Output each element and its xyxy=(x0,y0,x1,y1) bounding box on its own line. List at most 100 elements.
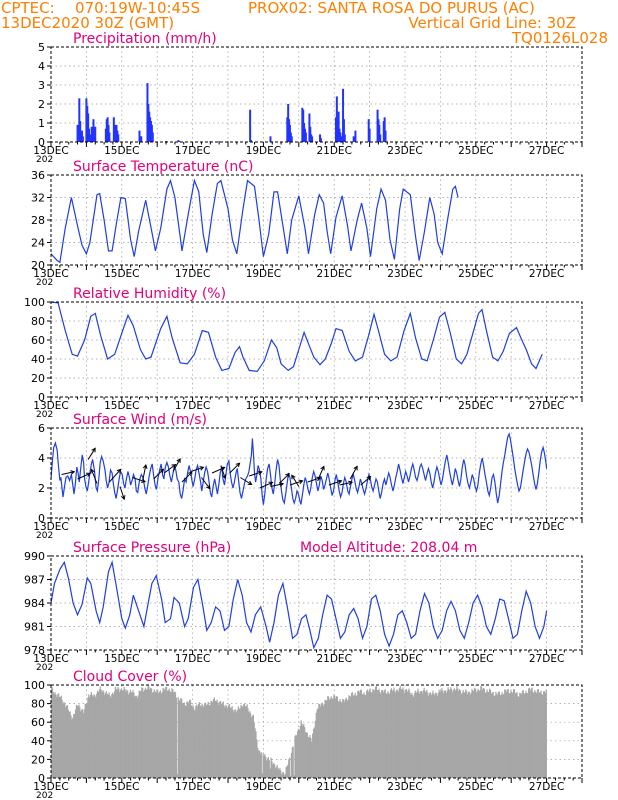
cloud-bar xyxy=(143,690,146,778)
cloud-bar xyxy=(490,693,493,778)
cloud-bar xyxy=(450,687,452,778)
ytick-label-rh: 40 xyxy=(31,353,45,366)
cloud-bar xyxy=(427,692,429,778)
cloud-bar xyxy=(319,703,321,778)
cloud-bar xyxy=(452,689,454,778)
precip-bar xyxy=(354,130,357,142)
cloud-bar xyxy=(431,693,433,778)
wind-arrow-head xyxy=(176,457,181,463)
cloud-bar xyxy=(152,692,154,778)
ytick-label-pressure: 990 xyxy=(24,550,45,563)
cloud-bar xyxy=(239,708,241,778)
cloud-bar xyxy=(399,685,401,778)
cloud-bar xyxy=(462,689,464,778)
cloud-bar xyxy=(289,776,292,778)
cloud-bar xyxy=(445,693,447,778)
ytick-label-precip: 1 xyxy=(38,117,45,130)
cloud-bar xyxy=(53,693,55,778)
cloud-bar xyxy=(298,729,300,778)
panel-pressure: 978 981 984 987 990 13DEC 15DEC 17DEC 19DEC 21DEC… xyxy=(24,540,583,673)
cloud-bar xyxy=(157,690,159,778)
cloud-bar xyxy=(198,702,200,778)
ytick-label-cloud: 40 xyxy=(31,735,45,748)
cloud-bar xyxy=(389,689,392,778)
cloud-bar xyxy=(89,697,91,778)
cloud-bar xyxy=(310,737,312,778)
xtick-label-precip: 21DEC xyxy=(316,145,351,157)
cloud-bar xyxy=(59,696,62,778)
wind-arrow xyxy=(132,477,146,483)
ytick-label-temp: 28 xyxy=(31,214,45,227)
wind-arrow xyxy=(61,471,75,475)
cloud-bar xyxy=(428,695,430,778)
ytick-label-rh: 0 xyxy=(38,391,45,404)
xtick-label-precip: 15DEC xyxy=(104,145,139,157)
precip-bar xyxy=(90,126,93,142)
cloud-bar xyxy=(464,692,466,778)
panel-rh: 0 20 40 60 80 100 13DEC 15DEC 17DEC 19DEC 21DEC 23D… xyxy=(24,286,583,420)
xtick-label-precip: 27DEC xyxy=(529,145,564,157)
cloud-bar xyxy=(541,693,543,778)
cloud-bar xyxy=(88,694,90,778)
cloud-bar xyxy=(320,703,323,778)
cloud-bar xyxy=(125,691,127,778)
cloud-bar xyxy=(527,693,529,778)
cloud-bar xyxy=(511,691,513,778)
cloud-bar xyxy=(485,692,487,778)
cloud-bar xyxy=(133,692,135,778)
cloud-bar xyxy=(359,690,362,778)
cloud-bar xyxy=(438,689,440,778)
cloud-bar xyxy=(366,690,368,778)
precip-bar xyxy=(343,134,346,142)
cloud-bar xyxy=(300,720,302,778)
year-label-temp: 202 xyxy=(36,278,53,288)
cloud-bar xyxy=(412,697,415,778)
cloud-bar xyxy=(274,764,276,778)
cloud-bar xyxy=(67,709,69,778)
cloud-bar xyxy=(165,686,167,778)
cloud-bar xyxy=(349,695,351,778)
wind-arrow-head xyxy=(257,470,263,476)
ytick-label-rh: 80 xyxy=(31,315,45,328)
cloud-bar xyxy=(131,692,133,778)
wind-arrow-head xyxy=(86,472,92,477)
cloud-bar xyxy=(251,715,254,778)
cloud-bar xyxy=(209,705,211,778)
cloud-bar xyxy=(514,693,516,778)
cloud-bar xyxy=(476,690,478,778)
cloud-bar xyxy=(304,732,307,778)
ytick-label-temp: 20 xyxy=(31,259,45,272)
cloud-bar xyxy=(515,692,517,778)
cloud-bar xyxy=(465,689,467,778)
xtick-label-temp: 17DEC xyxy=(175,268,210,280)
cloud-bar xyxy=(189,699,191,778)
cloud-bar xyxy=(54,692,56,778)
cloud-bar xyxy=(455,689,457,778)
wind-line xyxy=(50,432,548,506)
cloud-bar xyxy=(413,693,416,778)
cloud-bar xyxy=(544,692,547,778)
cloud-bar xyxy=(241,705,243,778)
cloud-bar xyxy=(182,702,185,778)
cloud-bar xyxy=(260,752,262,778)
cloud-bar xyxy=(266,760,268,778)
cloud-bar xyxy=(140,691,142,778)
xtick-label-wind: 25DEC xyxy=(458,521,493,533)
cloud-bar xyxy=(520,693,522,778)
cloud-bar xyxy=(346,700,348,778)
cloud-bar xyxy=(235,712,238,778)
cloud-bar xyxy=(529,690,531,778)
cloud-bar xyxy=(534,690,536,778)
cloud-bar xyxy=(372,689,374,778)
cloud-bar xyxy=(202,705,204,778)
cloud-bar xyxy=(378,688,380,778)
cloud-bar xyxy=(320,706,322,778)
cloud-bar xyxy=(306,732,308,778)
cloud-bar xyxy=(81,709,84,778)
precip-bar xyxy=(151,132,154,142)
cloud-bar xyxy=(102,690,104,778)
cloud-bar xyxy=(151,688,153,778)
cloud-bar xyxy=(297,728,300,778)
pressure-line xyxy=(50,560,548,650)
cloud-bar xyxy=(381,690,383,778)
